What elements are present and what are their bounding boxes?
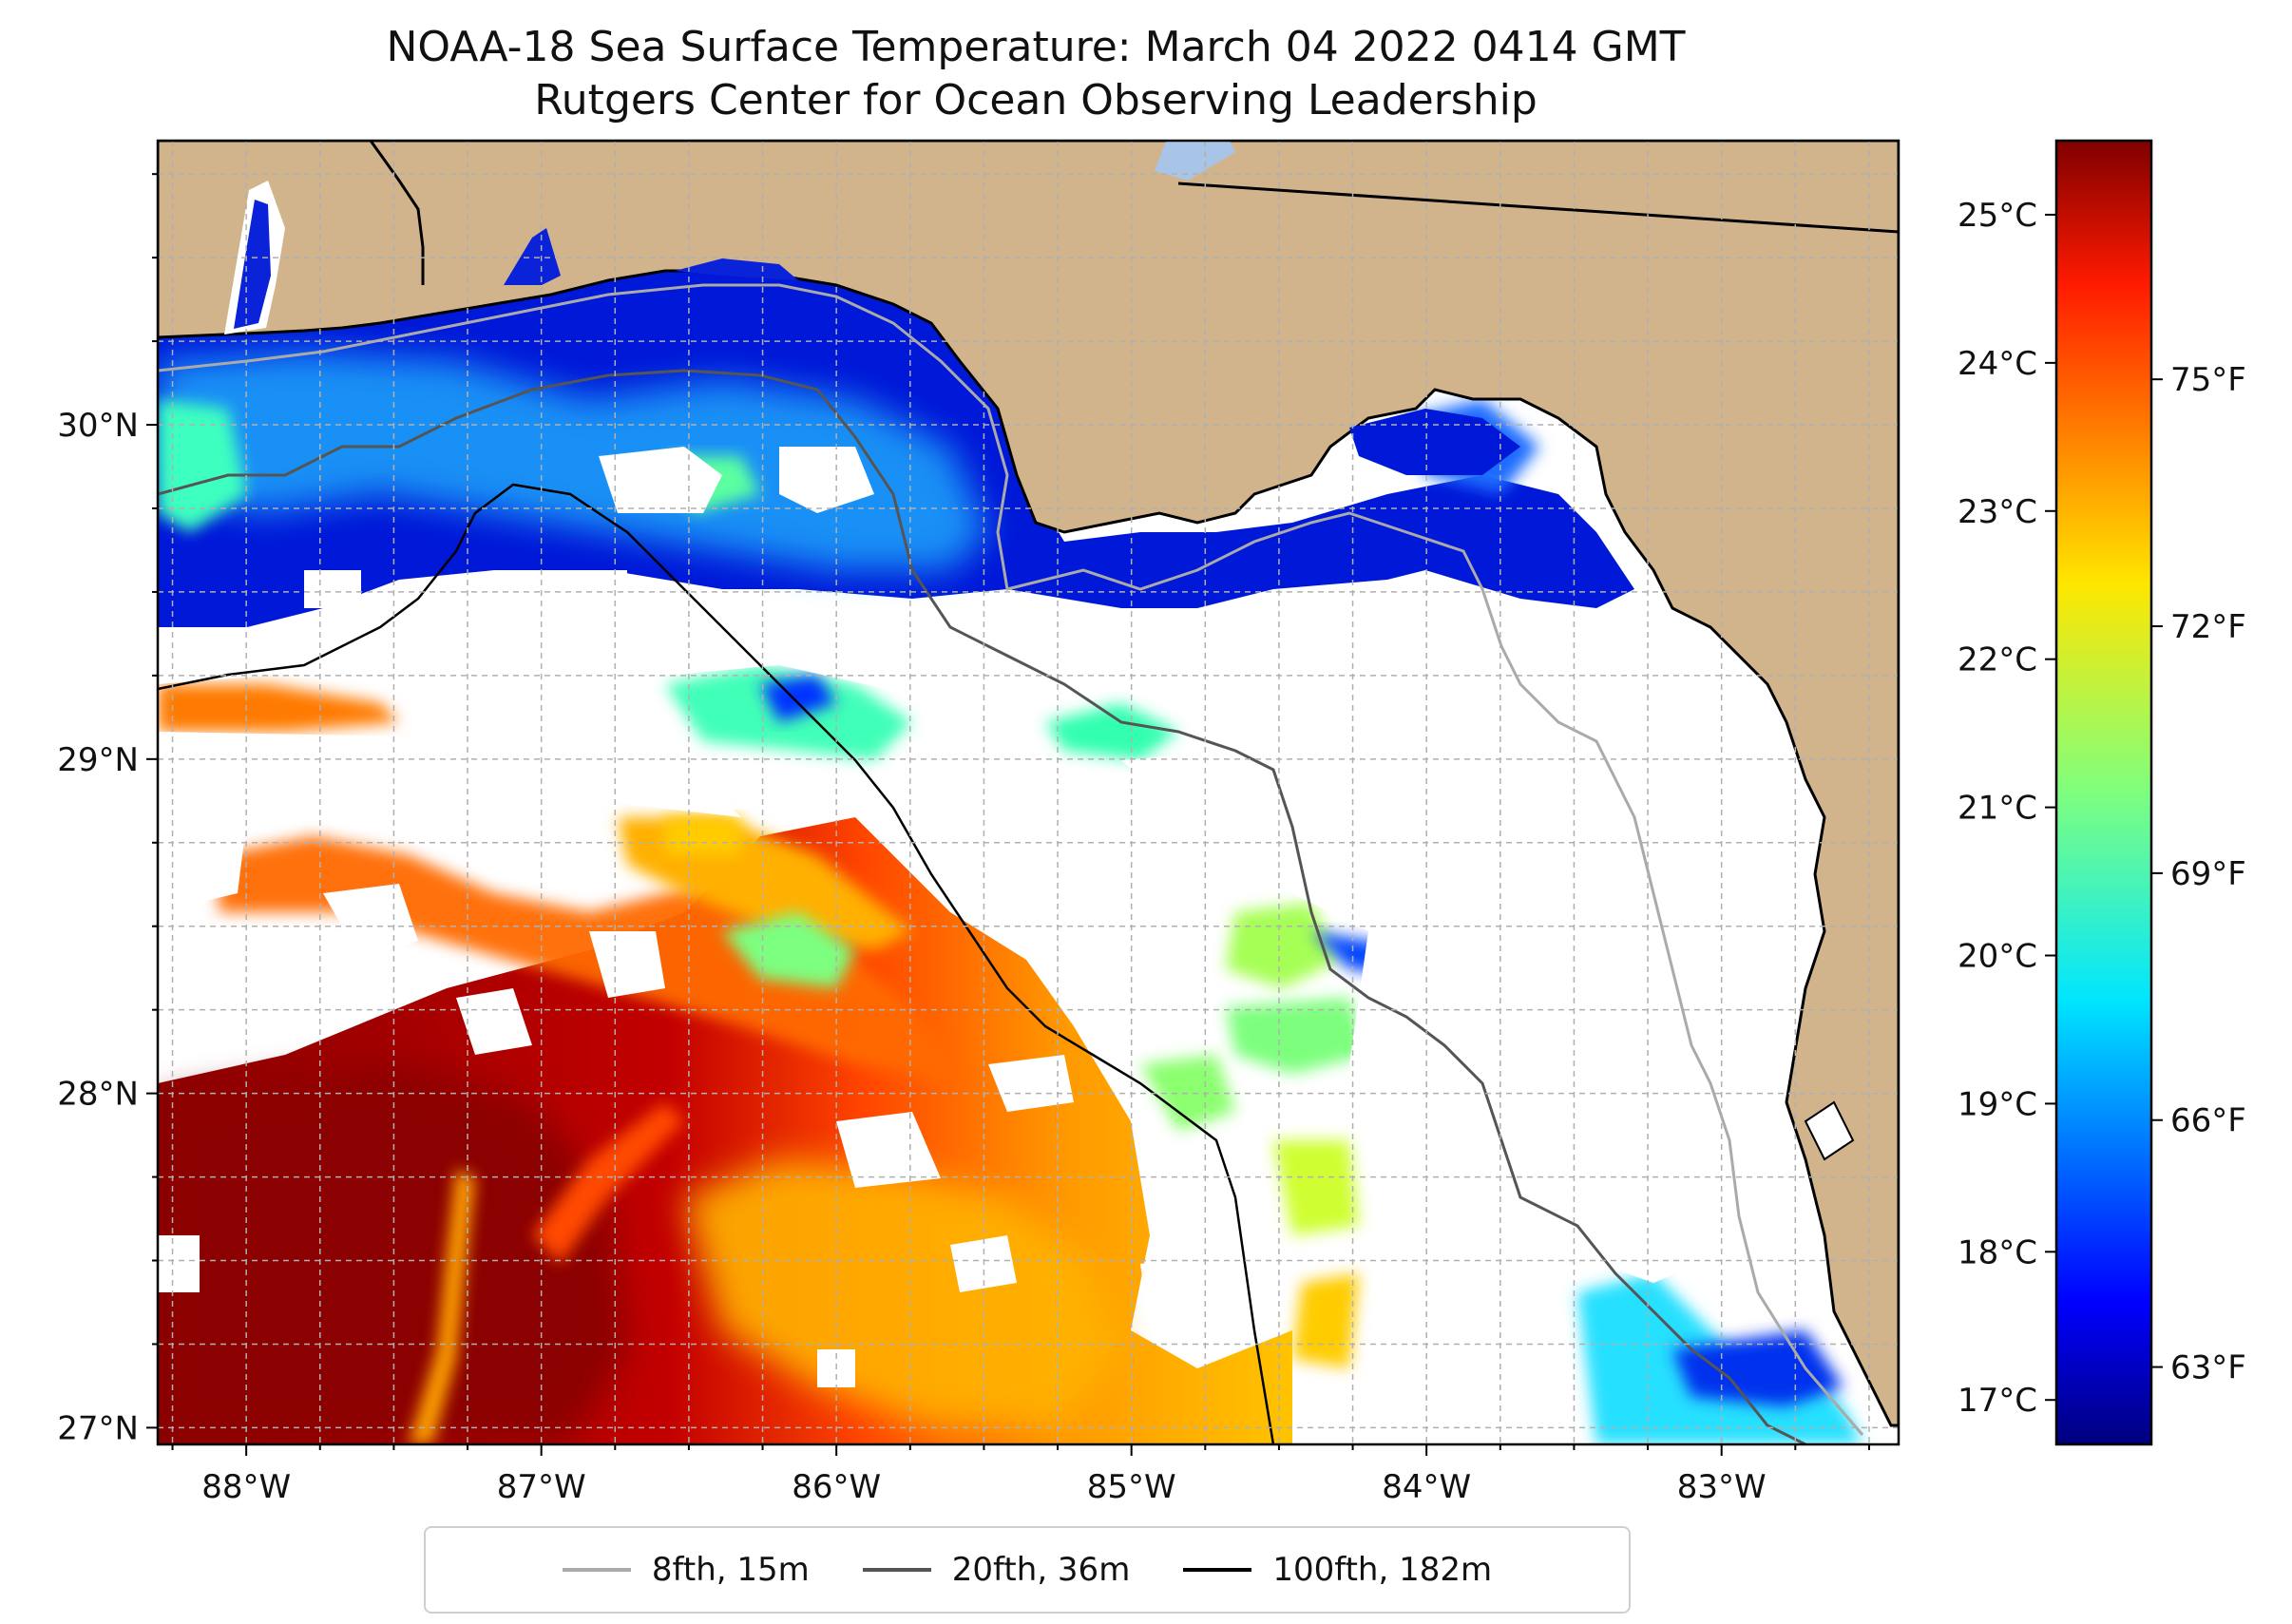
lon-tick-label: 88°W: [201, 1468, 291, 1506]
legend-swatch-100fth: [1183, 1568, 1252, 1572]
lon-tick-label: 87°W: [497, 1468, 586, 1506]
lat-tick-label: 30°N: [57, 407, 139, 445]
yellow-south-patch: [684, 1159, 1121, 1425]
mobile-bay-water: [234, 200, 271, 329]
dark-red-core: [158, 1064, 627, 1444]
celsius-tick-label: 18°C: [1958, 1233, 2037, 1271]
state-border-west: [369, 141, 425, 285]
green-patch-1: [722, 912, 855, 988]
fahrenheit-tick-label: 72°F: [2170, 608, 2246, 646]
yellow-patch-2: [1292, 1273, 1359, 1368]
colorbar-ticks: 17°C 18°C 19°C 20°C 21°C 22°C 23°C 24°C 25°C 63°F…: [1958, 197, 2246, 1420]
colorbar: [2054, 139, 2153, 1446]
fahrenheit-tick-label: 66°F: [2170, 1102, 2246, 1140]
lon-tick-label: 84°W: [1382, 1468, 1471, 1506]
map-axes: 88°W 87°W 86°W 85°W 84°W 83°W 27°N 28°N 29°N 30°N: [57, 173, 1870, 1506]
cyan-mixing-band: [158, 352, 988, 570]
cyan-blob-2: [1045, 703, 1178, 760]
choctawhatchee-bay-water: [675, 258, 798, 280]
gridlines: [158, 141, 1899, 1444]
legend-entry-20fth: 20fth, 36m: [862, 1551, 1131, 1589]
legend-label-8fth: 8fth, 15m: [651, 1551, 810, 1589]
legend-label-100fth: 100fth, 182m: [1272, 1551, 1493, 1589]
fahrenheit-tick-label: 63°F: [2170, 1349, 2246, 1387]
fahrenheit-tick-label: 69°F: [2170, 855, 2246, 893]
warm-ridge-2: [532, 1102, 684, 1264]
lat-tick-label: 29°N: [57, 741, 139, 779]
lat-tick-label: 27°N: [57, 1409, 139, 1447]
aqua-patch-west: [158, 399, 247, 532]
legend-swatch-20fth: [862, 1568, 931, 1572]
green-patch-4: [1226, 998, 1368, 1074]
legend-entry-8fth: 8fth, 15m: [562, 1551, 810, 1589]
warm-ridge-1: [409, 1169, 475, 1444]
celsius-tick-label: 23°C: [1958, 493, 2037, 531]
blue-southeast: [1672, 1330, 1843, 1406]
blue-speck-1: [760, 675, 836, 722]
fahrenheit-tick-label: 75°F: [2170, 361, 2246, 399]
lon-tick-label: 85°W: [1087, 1468, 1176, 1506]
pensacola-bay-water: [504, 228, 561, 285]
celsius-tick-label: 25°C: [1958, 197, 2037, 235]
isobath-legend: 8fth, 15m 20fth, 36m 100fth, 182m: [424, 1526, 1631, 1614]
lake: [1155, 141, 1235, 181]
legend-entry-100fth: 100fth, 182m: [1183, 1551, 1492, 1589]
legend-label-20fth: 20fth, 36m: [951, 1551, 1131, 1589]
state-border: [1177, 182, 1899, 234]
green-patch-3: [1226, 903, 1340, 988]
lon-tick-label: 86°W: [792, 1468, 881, 1506]
celsius-tick-label: 24°C: [1958, 345, 2037, 383]
sst-field: [158, 245, 1862, 1444]
isobath-20fth: [158, 369, 1806, 1444]
legend-swatch-8fth: [562, 1568, 631, 1572]
map-subtitle: Rutgers Center for Ocean Observing Leade…: [534, 76, 1538, 124]
coastline: [158, 141, 1899, 1427]
green-patch-5: [1273, 1140, 1359, 1235]
lat-tick-label: 28°N: [57, 1076, 139, 1114]
celsius-tick-label: 21°C: [1958, 790, 2037, 828]
celsius-tick-label: 20°C: [1958, 938, 2037, 976]
lon-tick-label: 83°W: [1677, 1468, 1767, 1506]
celsius-tick-label: 22°C: [1958, 641, 2037, 679]
map-frame: [156, 139, 1900, 1446]
tampa-bay: [1804, 1100, 1855, 1161]
map-title: NOAA-18 Sea Surface Temperature: March 0…: [386, 23, 1686, 71]
orange-plume: [219, 836, 969, 1083]
yellow-blob-mid: [665, 817, 741, 855]
isobath-8fth: [158, 283, 1864, 1436]
celsius-tick-label: 17°C: [1958, 1382, 2037, 1420]
orange-band-west: [158, 684, 399, 732]
celsius-tick-label: 19°C: [1958, 1085, 2037, 1123]
